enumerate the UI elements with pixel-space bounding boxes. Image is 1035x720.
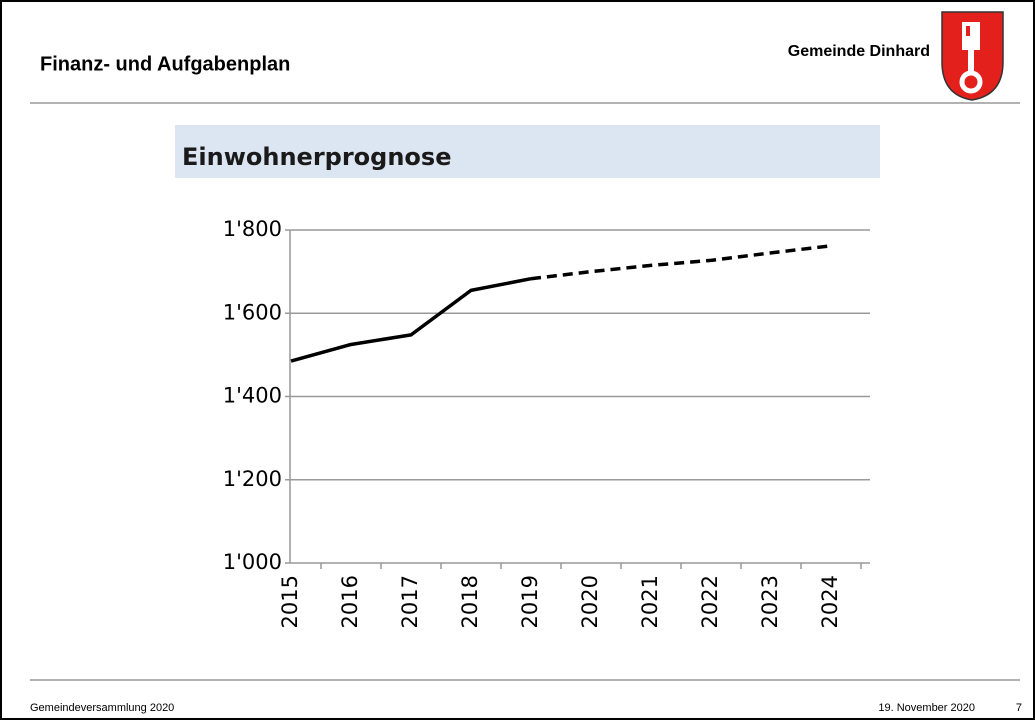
x-tick-label: 2016 bbox=[338, 575, 362, 628]
page-number: 7 bbox=[1016, 702, 1022, 714]
x-tick-label: 2020 bbox=[578, 575, 602, 628]
y-tick-label: 1'000 bbox=[223, 550, 282, 574]
y-tick-label: 1'400 bbox=[223, 384, 282, 408]
footer-left: Gemeindeversammlung 2020 bbox=[30, 702, 174, 714]
x-tick-label: 2018 bbox=[458, 575, 482, 628]
x-tick-label: 2017 bbox=[398, 575, 422, 628]
crest bbox=[941, 11, 1004, 101]
x-tick-label: 2024 bbox=[818, 575, 842, 628]
line-series bbox=[290, 276, 532, 363]
y-tick-label: 1'600 bbox=[223, 300, 282, 324]
x-tick-label: 2021 bbox=[638, 575, 662, 628]
x-tick-label: 2015 bbox=[278, 575, 302, 628]
chart-title-band bbox=[175, 125, 880, 178]
x-tick-label: 2019 bbox=[518, 575, 542, 628]
x-tick-label: 2023 bbox=[758, 575, 782, 628]
y-tick-label: 1'800 bbox=[223, 217, 282, 241]
line-series bbox=[530, 244, 832, 281]
y-tick-label: 1'200 bbox=[223, 467, 282, 491]
footer-date: 19. November 2020 bbox=[878, 702, 975, 714]
chart-title: Einwohnerprognose bbox=[182, 143, 451, 171]
x-tick-label: 2022 bbox=[698, 575, 722, 628]
slide-title: Finanz- und Aufgabenplan bbox=[40, 53, 290, 75]
organization: Gemeinde Dinhard bbox=[788, 43, 930, 60]
